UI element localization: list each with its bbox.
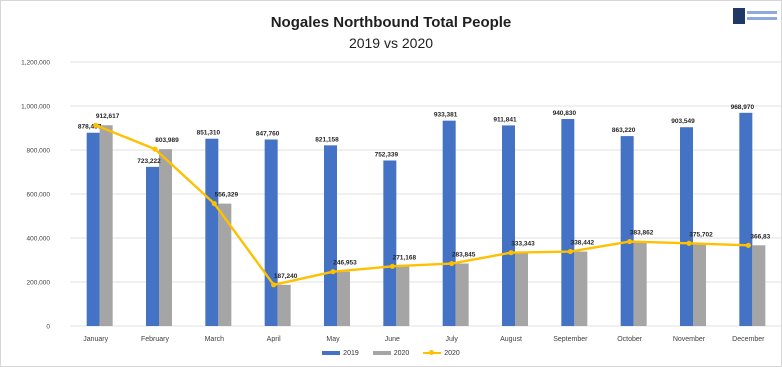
- legend-swatch-2020-line: [423, 350, 442, 356]
- data-label-2020: 912,617: [96, 113, 120, 120]
- chart-legend: 2019 2020 2020: [0, 350, 782, 357]
- legend-label-2020-line: 2020: [444, 350, 460, 357]
- line-point-2020: [745, 242, 751, 248]
- x-tick-label: September: [553, 336, 588, 343]
- x-tick-label: December: [732, 336, 765, 343]
- line-point-2020: [93, 122, 99, 128]
- bar-2020-april: [277, 284, 291, 326]
- x-tick-label: May: [326, 336, 340, 343]
- data-label-2020: 383,862: [630, 230, 654, 237]
- bar-2020-july: [455, 263, 469, 326]
- bar-2019-april: [264, 139, 278, 326]
- bar-2020-november: [693, 243, 706, 326]
- data-label-2019: 863,220: [612, 127, 636, 134]
- data-label-2020: 283,845: [452, 252, 476, 259]
- data-label-2020: 187,240: [274, 273, 298, 280]
- bar-2020-september: [574, 251, 588, 326]
- data-label-2020: 803,989: [155, 137, 179, 144]
- y-tick-label: 800,000: [27, 148, 51, 155]
- x-tick-label: April: [267, 336, 281, 343]
- legend-swatch-2019: [322, 351, 341, 356]
- series-line-2020: [95, 124, 749, 287]
- data-label-2020: 246,953: [333, 260, 357, 267]
- chart-title: Nogales Northbound Total People: [270, 14, 512, 31]
- x-tick-label: October: [617, 336, 643, 343]
- bar-2020-march: [218, 203, 232, 326]
- bar-2019-march: [205, 138, 219, 326]
- data-label-2020: 375,702: [689, 231, 713, 238]
- line-point-2020: [449, 260, 455, 267]
- x-tick-label: July: [445, 336, 458, 343]
- legend-item-2020-line: 2020: [423, 350, 460, 357]
- bar-2019-october: [620, 136, 634, 326]
- chart-subtitle: 2019 vs 2020: [348, 35, 434, 51]
- line-point-2020: [686, 240, 692, 246]
- bar-2020-may: [337, 271, 350, 326]
- y-tick-label: 0: [46, 324, 50, 331]
- data-label-2019: 911,841: [493, 116, 517, 123]
- bar-2019-december: [739, 112, 753, 326]
- line-point-2020: [627, 238, 633, 245]
- x-tick-label: August: [500, 336, 522, 343]
- legend-label-2020-bar: 2020: [393, 350, 410, 357]
- data-label-2019: 933,381: [434, 112, 458, 119]
- bar-2020-january: [99, 125, 113, 326]
- data-label-2019: 821,158: [315, 136, 339, 143]
- x-tick-label: November: [673, 336, 706, 343]
- data-label-2019: 723,222: [137, 158, 161, 165]
- x-tick-label: January: [83, 336, 108, 343]
- bar-2020-december: [752, 245, 766, 326]
- data-label-2019: 851,310: [197, 130, 221, 137]
- data-label-2020: 338,442: [571, 240, 595, 247]
- legend-item-2019: 2019: [322, 350, 359, 357]
- bar-2020-june: [396, 266, 410, 326]
- data-label-2020: 556,329: [215, 192, 239, 199]
- x-tick-label: February: [141, 336, 170, 343]
- data-label-2019: 847,760: [256, 130, 280, 137]
- x-tick-label: June: [385, 336, 400, 343]
- line-point-2020: [567, 248, 573, 255]
- legend-label-2019: 2019: [343, 350, 359, 357]
- bar-2019-june: [383, 160, 397, 326]
- data-label-2019: 903,549: [671, 118, 695, 125]
- bar-2019-may: [324, 145, 337, 326]
- data-label-2019: 752,339: [375, 151, 399, 158]
- y-tick-label: 600,000: [27, 192, 51, 199]
- brand-logo-icon: [733, 8, 777, 24]
- y-tick-label: 1,000,000: [21, 104, 50, 111]
- legend-swatch-2020-bar: [372, 351, 391, 356]
- bar-2020-february: [159, 149, 172, 326]
- line-point-2020: [152, 146, 158, 152]
- bar-2019-january: [86, 132, 100, 326]
- x-tick-label: March: [205, 336, 225, 343]
- bar-2019-august: [502, 125, 515, 326]
- bar-2019-february: [146, 166, 159, 326]
- data-label-2020: 271,168: [393, 254, 417, 261]
- data-label-2019: 878,457: [78, 124, 102, 131]
- legend-item-2020-bar: 2020: [372, 350, 410, 357]
- y-tick-label: 400,000: [27, 236, 51, 243]
- line-point-2020: [271, 282, 277, 288]
- bar-2019-july: [442, 120, 456, 326]
- line-point-2020: [330, 269, 336, 275]
- data-label-2020: 333,343: [511, 241, 535, 248]
- bar-2020-august: [515, 252, 528, 326]
- data-label-2019: 968,970: [731, 104, 755, 111]
- line-point-2020: [389, 263, 395, 269]
- bar-2019-november: [680, 127, 693, 326]
- y-tick-label: 200,000: [27, 280, 51, 287]
- line-point-2020: [508, 250, 514, 256]
- bar-2020-october: [633, 241, 647, 326]
- data-label-2020: 366,83: [750, 233, 770, 240]
- bar-2019-september: [561, 119, 575, 327]
- y-tick-label: 1,200,000: [21, 60, 50, 67]
- data-label-2019: 940,830: [553, 110, 577, 117]
- line-point-2020: [211, 201, 217, 207]
